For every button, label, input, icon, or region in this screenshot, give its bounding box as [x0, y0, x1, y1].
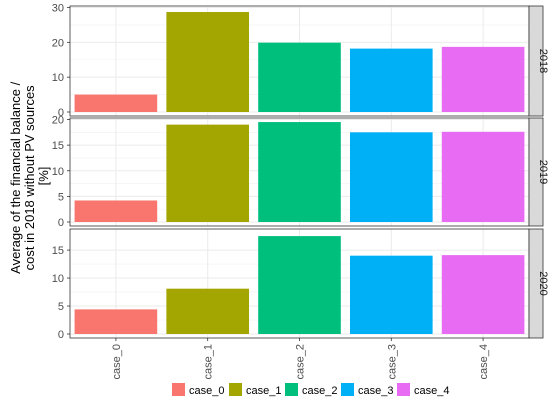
y-tick-label: 20	[52, 115, 64, 127]
y-axis-title-line-3: [%]	[36, 167, 51, 186]
legend-key-case_4	[397, 383, 410, 396]
y-axis-title: Average of the financial balance / cost …	[8, 78, 51, 274]
x-tick-label-case_3: case_3	[386, 344, 398, 379]
legend-label-case_1: case_1	[246, 385, 281, 397]
y-tick-label: 5	[58, 191, 64, 203]
y-tick-label: 10	[52, 273, 64, 285]
legend: case_0 case_1 case_2 case_3 case_4	[172, 383, 449, 397]
legend-key-case_1	[229, 383, 242, 396]
bar-2018-case_1	[166, 12, 250, 112]
facet-strip	[528, 117, 544, 227]
panels-group: 0 10 20 30 2018 0 5 10 15 20 2019 0 5 10 15 2020	[52, 3, 549, 342]
facet-strip	[528, 5, 544, 117]
bar-2019-case_4	[441, 131, 525, 222]
legend-label-case_3: case_3	[358, 385, 393, 397]
bar-2020-case_1	[166, 288, 250, 334]
panel-2018: 0 10 20 30 2018	[52, 3, 549, 120]
legend-label-case_2: case_2	[302, 385, 337, 397]
bar-2019-case_2	[258, 122, 341, 222]
facet-strip-label-2020: 2020	[537, 271, 549, 295]
panel-2020: 0 5 10 15 2020	[52, 228, 549, 341]
x-tick-label-case_1: case_1	[203, 344, 215, 379]
panel-2019: 0 5 10 15 20 2019	[52, 115, 549, 230]
bar-2020-case_4	[441, 255, 525, 334]
y-tick-label: 15	[52, 245, 64, 257]
bar-2019-case_3	[349, 132, 433, 222]
y-tick-label: 0	[58, 217, 64, 229]
facet-strip-label-2019: 2019	[537, 160, 549, 184]
y-tick-label: 20	[52, 37, 64, 49]
y-axis-title-line-2: cost in 2018 without PV sources	[22, 85, 37, 270]
x-tick-label-case_2: case_2	[295, 344, 307, 379]
facet-strip-label-2018: 2018	[537, 49, 549, 73]
bar-2018-case_4	[441, 46, 525, 113]
x-tick-label-case_4: case_4	[478, 344, 490, 379]
bar-2020-case_3	[349, 255, 433, 334]
bar-2020-case_2	[258, 236, 341, 334]
bar-2018-case_2	[258, 42, 341, 112]
bar-2018-case_0	[74, 94, 158, 112]
legend-key-case_2	[285, 383, 298, 396]
x-tick-label-case_0: case_0	[111, 344, 123, 379]
y-tick-label: 30	[52, 3, 64, 15]
y-tick-label: 15	[52, 140, 64, 152]
y-tick-label: 10	[52, 72, 64, 84]
y-tick-label: 5	[58, 301, 64, 313]
y-tick-label: 0	[58, 107, 64, 119]
legend-label-case_4: case_4	[414, 385, 449, 397]
bar-2018-case_3	[349, 48, 433, 112]
y-axis-title-line-1: Average of the financial balance /	[8, 81, 23, 273]
y-tick-label: 0	[58, 329, 64, 341]
bar-2020-case_0	[74, 309, 158, 334]
x-axis: case_0 case_1 case_2 case_3 case_4	[111, 338, 490, 379]
facet-strip	[528, 228, 544, 339]
legend-key-case_3	[341, 383, 354, 396]
legend-key-case_0	[172, 383, 185, 396]
bar-2019-case_1	[166, 124, 250, 222]
legend-label-case_0: case_0	[189, 385, 224, 397]
bar-2019-case_0	[74, 200, 158, 222]
y-tick-label: 10	[52, 166, 64, 178]
